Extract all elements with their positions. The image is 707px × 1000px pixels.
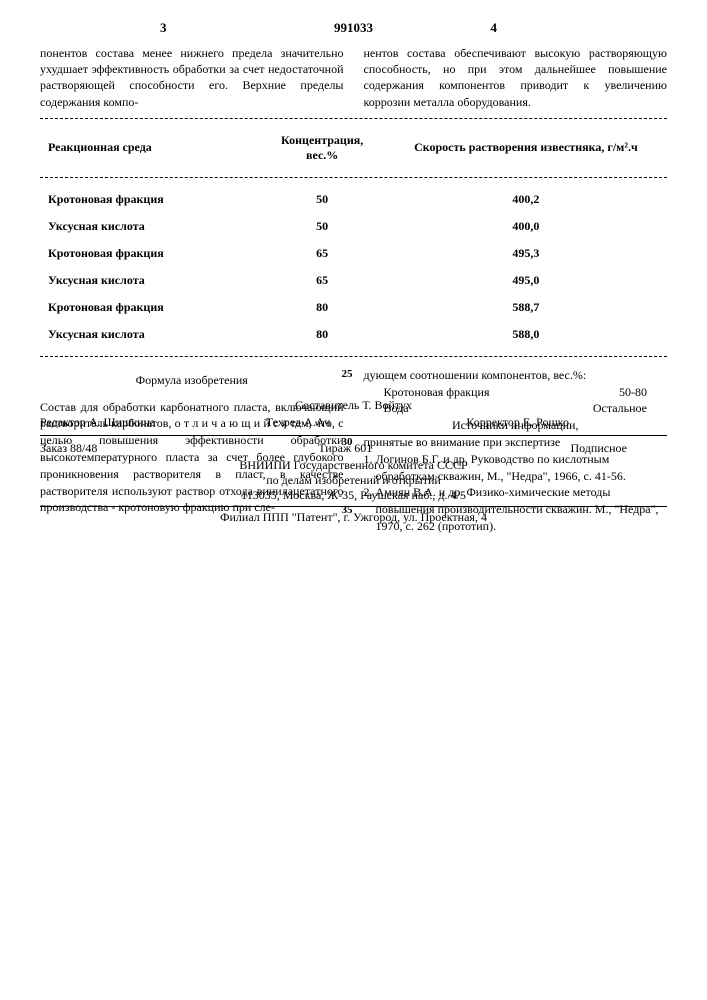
formula-right-intro: дующем соотношении компонентов, вес.%: (364, 367, 668, 384)
table-bottom-border (40, 356, 667, 357)
table-top-border (40, 118, 667, 119)
cell-rate: 400,0 (385, 213, 667, 240)
cell-conc: 65 (259, 267, 384, 294)
formula-title: Формула изобретения (40, 372, 344, 389)
cell-env: Уксусная кислота (40, 267, 259, 294)
editor: Редактор А. Шишкина (40, 415, 266, 430)
table-row: Уксусная кислота 65 495,0 (40, 267, 667, 294)
document-id: 991033 (334, 20, 373, 36)
compiler: Составитель Т. Войтух (40, 398, 667, 413)
table-row: Уксусная кислота 50 400,0 (40, 213, 667, 240)
cell-rate: 400,2 (385, 186, 667, 213)
footer-divider-2 (40, 506, 667, 507)
page-number-left: 3 (160, 20, 167, 36)
top-paragraph-right: нентов состава обеспечивают высокую раст… (364, 45, 668, 110)
th-rate: Скорость растворения известняка, г/м².ч (385, 127, 667, 169)
table-row: Уксусная кислота 80 588,0 (40, 321, 667, 348)
top-text-block: понентов состава менее нижнего предела з… (40, 45, 667, 110)
footer-divider-1 (40, 435, 667, 436)
branch: Филиал ППП "Патент", г. Ужгород, ул. Про… (40, 510, 667, 525)
cell-rate: 588,0 (385, 321, 667, 348)
cell-env: Кротоновая фракция (40, 186, 259, 213)
footer: Составитель Т. Войтух Редактор А. Шишкин… (40, 398, 667, 525)
cell-env: Уксусная кислота (40, 321, 259, 348)
org-line-1: ВНИИПИ Государственного комитета СССР (40, 458, 667, 473)
data-table: Реакционная среда Концентрация, вес.% Ск… (40, 127, 667, 169)
cell-rate: 495,3 (385, 240, 667, 267)
page-number-right: 4 (491, 20, 498, 36)
cell-env: Уксусная кислота (40, 213, 259, 240)
tirage: Тираж 601 (251, 441, 439, 456)
techred: Техред А.Ач (266, 415, 467, 430)
cell-conc: 80 (259, 294, 384, 321)
address-1: 113035, Москва, Ж-35, Раушская наб., д. … (40, 488, 667, 503)
cell-rate: 588,7 (385, 294, 667, 321)
cell-conc: 50 (259, 213, 384, 240)
th-concentration: Концентрация, вес.% (259, 127, 384, 169)
cell-rate: 495,0 (385, 267, 667, 294)
cell-env: Кротоновая фракция (40, 240, 259, 267)
signed: Подписное (439, 441, 667, 456)
cell-conc: 50 (259, 186, 384, 213)
table-header-border (40, 177, 667, 178)
th-environment: Реакционная среда (40, 127, 259, 169)
cell-conc: 65 (259, 240, 384, 267)
line-number-25: 25 (342, 367, 353, 382)
cell-env: Кротоновая фракция (40, 294, 259, 321)
table-row: Кротоновая фракция 50 400,2 (40, 186, 667, 213)
order-number: Заказ 88/48 (40, 441, 251, 456)
cell-conc: 80 (259, 321, 384, 348)
org-line-2: по делам изобретений и открытий (40, 473, 667, 488)
table-row: Кротоновая фракция 65 495,3 (40, 240, 667, 267)
top-paragraph-left: понентов состава менее нижнего предела з… (40, 45, 344, 110)
table-row: Кротоновая фракция 80 588,7 (40, 294, 667, 321)
corrector: Корректор Е. Рошко (466, 415, 667, 430)
